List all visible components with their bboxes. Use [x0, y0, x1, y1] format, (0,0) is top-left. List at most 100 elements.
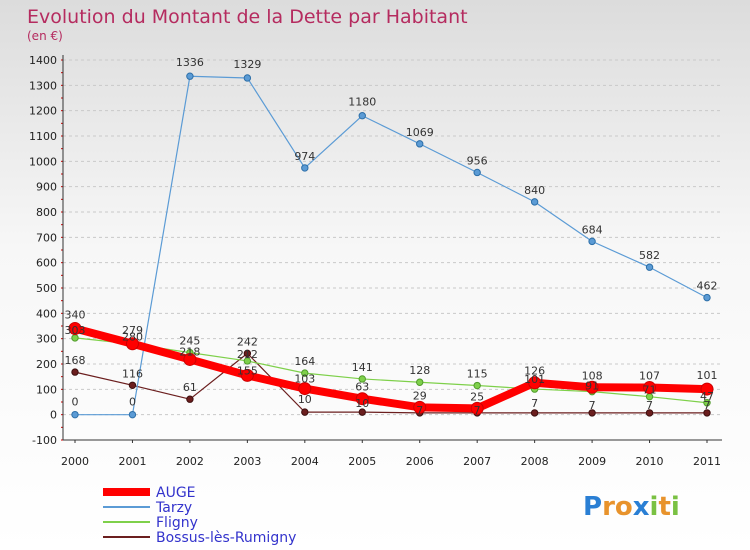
series-line-tarzy [74, 75, 708, 416]
x-tick-label: 2004 [291, 455, 319, 468]
data-label: 1329 [233, 58, 261, 71]
data-label: 141 [352, 361, 373, 374]
data-point-auge [413, 400, 427, 414]
data-point-bossus-l-s-rumigny [358, 408, 366, 416]
series-line-bossus-l-s-rumigny [74, 352, 708, 414]
data-label: 684 [582, 223, 603, 236]
data-point-fligny [301, 369, 309, 377]
data-point-bossus-l-s-rumigny [703, 409, 711, 417]
data-label: 47 [700, 390, 714, 403]
data-label: 91 [585, 380, 599, 393]
data-label: 7 [416, 404, 423, 417]
y-tick-label: 1200 [29, 105, 57, 118]
data-label: 101 [697, 369, 718, 382]
data-label: 115 [467, 368, 488, 381]
data-point-tarzy [588, 237, 596, 246]
data-label: 29 [413, 389, 427, 402]
data-point-bossus-l-s-rumigny [186, 395, 194, 403]
data-label: 10 [355, 397, 369, 410]
y-tick-label: 800 [36, 206, 57, 219]
data-point-bossus-l-s-rumigny [71, 368, 79, 376]
data-point-bossus-l-s-rumigny [243, 349, 252, 358]
y-tick-label: -100 [32, 434, 57, 447]
logo-letter: i [671, 492, 680, 522]
logo-letter: o [615, 492, 633, 522]
data-label: 840 [524, 184, 545, 197]
data-label: 71 [643, 384, 657, 397]
data-point-bossus-l-s-rumigny [645, 409, 654, 417]
data-label: 303 [65, 324, 86, 337]
y-tick-label: 0 [50, 409, 57, 422]
axes: -100010020030040050060070080090010001100… [29, 54, 722, 468]
logo-letter: r [602, 492, 615, 522]
data-point-auge [700, 382, 714, 396]
y-tick-label: 600 [36, 257, 57, 270]
data-point-auge [298, 382, 312, 396]
series-line-auge [71, 324, 711, 413]
data-label: 155 [237, 364, 258, 377]
x-tick-label: 2001 [118, 455, 146, 468]
legend-label: Bossus-lès-Rumigny [156, 530, 296, 546]
x-tick-label: 2011 [693, 455, 721, 468]
x-tick-label: 2007 [463, 455, 491, 468]
data-label: 462 [697, 280, 718, 293]
data-point-bossus-l-s-rumigny [588, 409, 596, 417]
data-point-auge [470, 401, 484, 415]
data-point-tarzy [301, 164, 309, 172]
data-label: 280 [122, 331, 143, 344]
y-tick-label: 700 [36, 231, 57, 244]
y-tick-label: 1300 [29, 79, 57, 92]
data-point-auge [68, 322, 82, 336]
data-point-fligny [473, 381, 481, 390]
y-tick-label: 900 [36, 181, 57, 194]
data-label: 116 [122, 367, 143, 380]
y-tick-label: 1000 [29, 155, 57, 168]
data-label: 108 [582, 369, 603, 382]
data-point-fligny [703, 399, 711, 407]
x-tick-label: 2009 [578, 455, 606, 468]
chart-subtitle: (en €) [27, 29, 63, 43]
data-point-auge [183, 352, 197, 366]
data-label: 101 [524, 373, 545, 386]
legend-label: AUGE [156, 485, 196, 501]
data-point-auge [585, 380, 599, 394]
data-point-tarzy [473, 168, 481, 177]
data-label: 7 [531, 397, 538, 410]
data-label: 107 [639, 370, 660, 383]
x-tick-label: 2000 [61, 455, 89, 468]
data-point-bossus-l-s-rumigny [301, 408, 309, 416]
data-point-fligny [416, 378, 424, 386]
data-label: 218 [179, 345, 200, 358]
logo-letter: i [650, 492, 659, 522]
data-labels: 3403031680279280116013362452186113292422… [65, 56, 718, 417]
y-tick-label: 500 [36, 282, 57, 295]
data-label: 974 [294, 150, 315, 163]
y-tick-label: 200 [36, 358, 57, 371]
data-label: 25 [470, 390, 484, 403]
x-tick-label: 2002 [176, 455, 204, 468]
data-label: 7 [704, 399, 711, 412]
y-tick-label: 300 [36, 333, 57, 346]
data-label: 126 [524, 365, 545, 378]
legend-label: Tarzy [155, 500, 192, 516]
data-label: 340 [65, 309, 86, 322]
grid-lines [63, 59, 722, 441]
y-tick-label: 100 [36, 383, 57, 396]
data-point-bossus-l-s-rumigny [530, 409, 539, 417]
y-tick-label: 1100 [29, 130, 57, 143]
x-tick-label: 2003 [233, 455, 261, 468]
series-lines [68, 72, 714, 419]
data-label: 128 [409, 364, 430, 377]
proxiti-logo: Proxiti [583, 492, 680, 522]
data-point-auge [355, 392, 369, 406]
data-point-tarzy [128, 410, 137, 419]
data-point-auge [643, 381, 657, 395]
data-point-tarzy [358, 112, 366, 120]
data-point-tarzy [71, 410, 79, 419]
data-point-tarzy [703, 293, 711, 302]
data-label: 63 [355, 381, 369, 394]
data-point-auge [528, 376, 542, 390]
data-label: 1069 [406, 126, 434, 139]
